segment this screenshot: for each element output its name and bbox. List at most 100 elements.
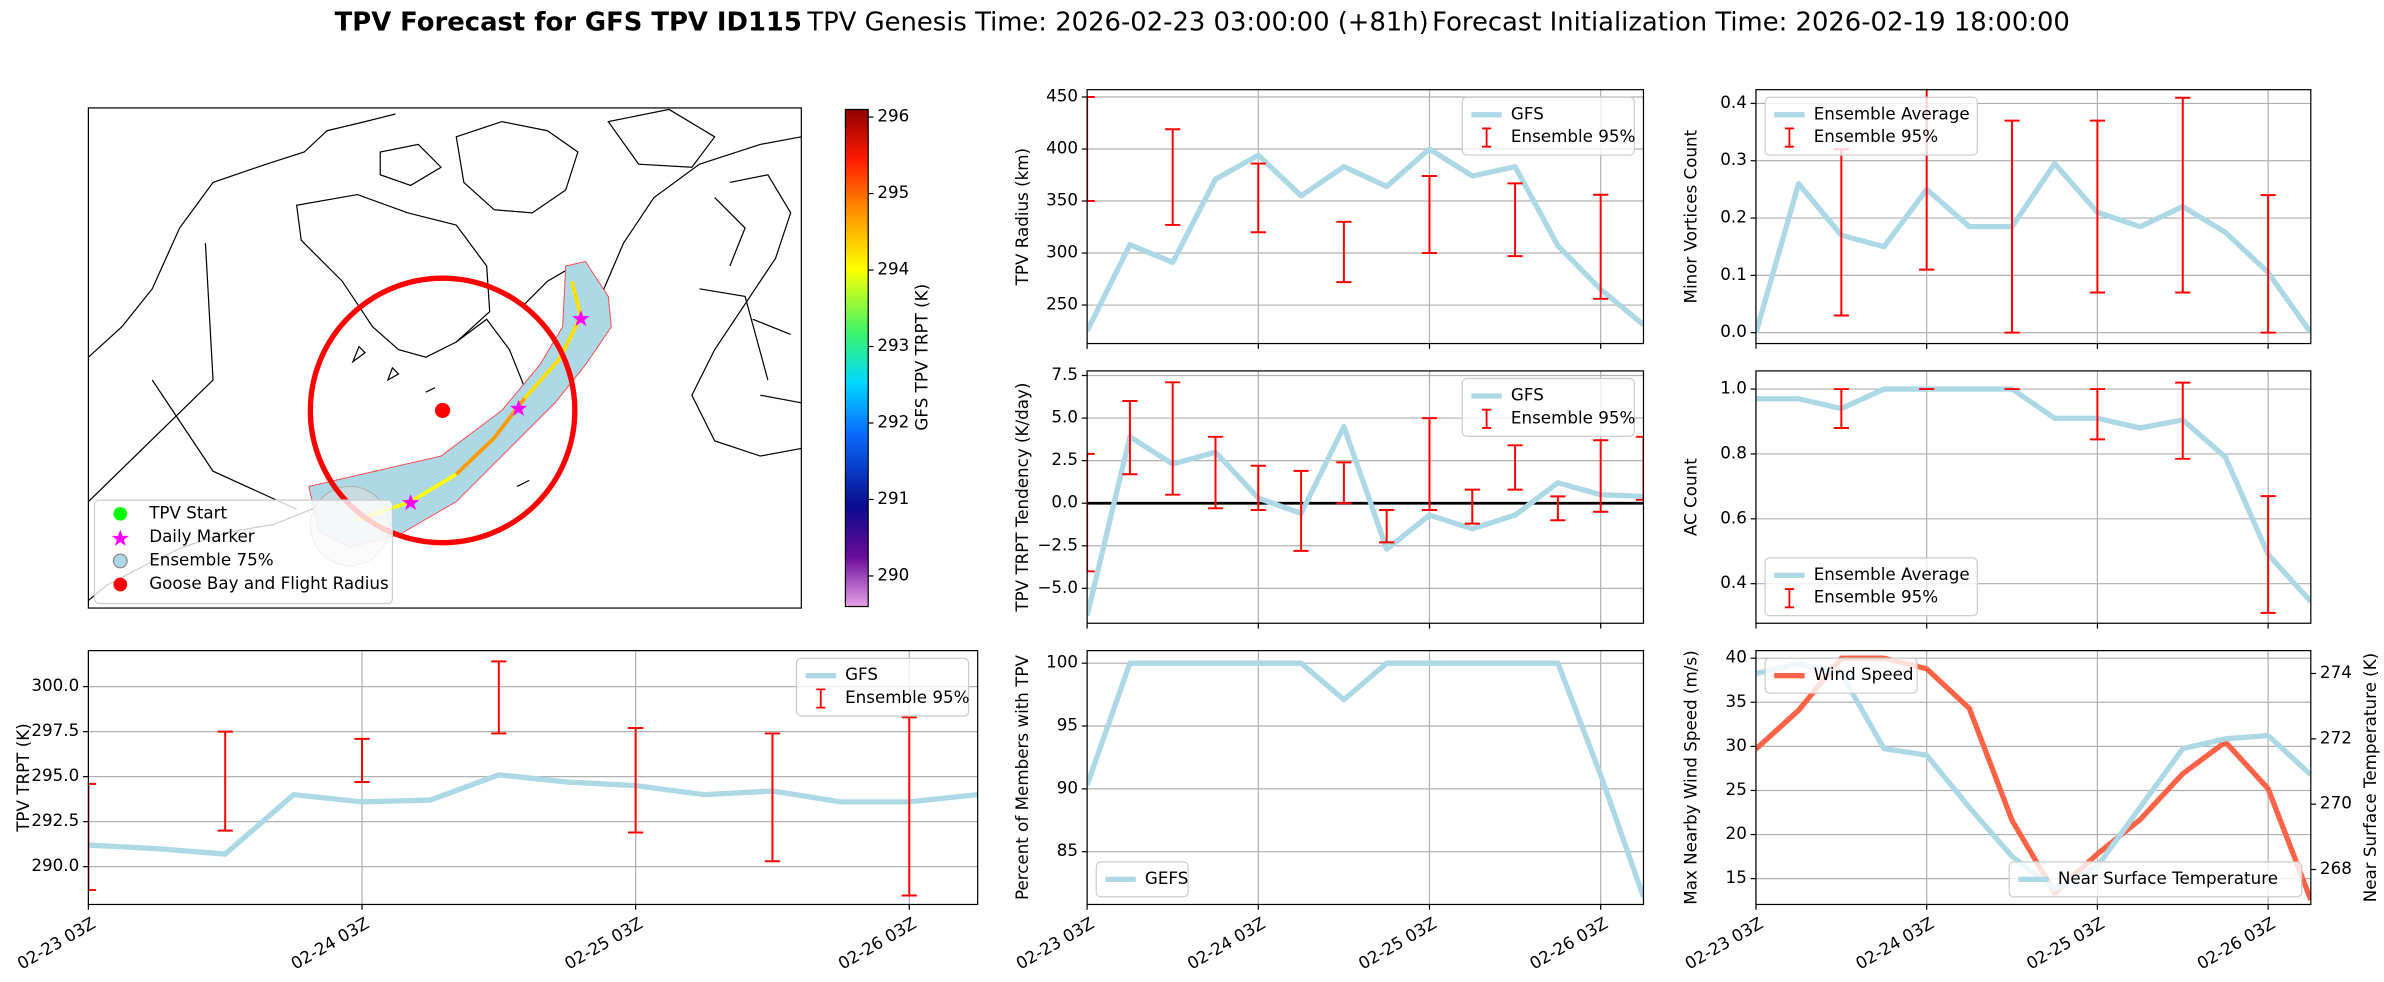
legend-label: GFS [845,664,878,684]
legend-label: Ensemble 95% [1814,587,1938,607]
legend-frame [1764,657,1918,694]
goose-bay [434,402,451,419]
colorbar-tick-label: 292 [877,411,909,431]
axes-frame [87,650,979,906]
error-bar [88,782,96,892]
legend-frame [1461,377,1635,437]
y-tick-label: 90 [1057,777,1078,797]
error-bar [2175,381,2191,460]
series-line [88,772,978,857]
error-bar [217,730,233,832]
y-tick-label: 95 [1057,715,1078,735]
legend-label: Ensemble 95% [1814,126,1938,146]
series-line [1087,146,1644,333]
y-tick-label: 290.0 [31,855,79,875]
legend-label: Ensemble 95% [845,687,969,707]
y-tick-label: −2.5 [1037,534,1078,554]
coast [295,193,491,358]
error-bar [1550,495,1566,522]
y2-tick-label: 268 [2320,858,2352,878]
series-line [1087,423,1644,617]
legend-label: Ensemble 75% [149,549,273,569]
y-axis-label: TPV TRPT Tendency (K/day) [1012,383,1032,613]
axes-frame [1086,370,1645,624]
legend-swatch [1784,588,1794,609]
y-tick-label: 295.0 [31,765,79,785]
y-tick-label: 85 [1057,840,1078,860]
y-axis-label: Max Nearby Wind Speed (m/s) [1681,650,1701,904]
colorbar-tick-label: 296 [877,106,909,126]
legend-label: GEFS [1145,868,1188,888]
y-axis-label: AC Count [1681,458,1701,536]
legend-swatch [1482,127,1492,148]
y-tick-label: 100 [1046,652,1078,672]
colorbar-tick-label: 291 [877,488,909,508]
colorbar-tick-label: 294 [877,259,909,279]
legend-label: Ensemble 95% [1511,407,1635,427]
y-tick-label: 300 [1046,242,1078,262]
error-bar [1165,128,1181,226]
error-bar [628,727,644,834]
axes-frame [1755,370,2312,624]
axes-frame [1086,650,1645,906]
legend-swatch [816,688,826,709]
legend-frame [2008,861,2303,898]
error-bar [1593,439,1609,513]
legend-label: Near Surface Temperature [2058,868,2278,888]
plot-area [88,660,978,897]
legend-marker [113,506,128,521]
y-tick-label: 7.5 [1051,364,1078,384]
title-genesis: TPV Genesis Time: 2026-02-23 03:00:00 (+… [806,7,1428,37]
error-bar [2260,495,2276,614]
error-bar [1464,488,1480,525]
coast [379,143,443,187]
border [699,197,802,404]
y-tick-label: 0.0 [1051,492,1078,512]
colorbar-tick-label: 290 [877,564,909,584]
error-bar [1379,509,1395,544]
error-bar [491,660,507,735]
y-tick-label: 297.5 [31,720,79,740]
colorbar-tick-label: 295 [877,182,909,202]
legend-marker [111,529,129,546]
legend-label: TPV Start [148,502,227,522]
legend-frame [93,499,394,605]
y-tick-label: 30 [1726,735,1747,755]
legend-label: Ensemble Average [1814,564,1970,584]
legend-label: Ensemble Average [1814,103,1970,123]
y-axis-label: Percent of Members with TPV [1012,655,1032,901]
y-tick-label: 15 [1726,867,1747,887]
error-bar [1250,162,1266,234]
error-bar [1507,444,1523,491]
colorbar [844,108,869,608]
error-bar [1507,182,1523,258]
y-axis-label: TPV TRPT (K) [13,723,33,833]
y2-tick-label: 270 [2320,793,2352,813]
plot-area [1087,381,1644,617]
axes-frame [1755,650,2312,906]
y-tick-label: 0.3 [1720,149,1747,169]
y-tick-label: 0.0 [1720,321,1747,341]
y-axis-label: TPV Radius (km) [1012,148,1032,286]
error-bar [1635,435,1644,501]
legend-label: Daily Marker [149,526,255,546]
error-bar [1250,464,1266,512]
coast [351,345,530,487]
y-tick-label: 0.1 [1720,264,1747,284]
error-bar [1165,381,1181,496]
error-bar [1336,461,1352,505]
flight-radius [307,275,578,546]
y-tick-label: 400 [1046,137,1078,157]
y-tick-label: 350 [1046,190,1078,210]
y-tick-label: 0.6 [1720,507,1747,527]
error-bar [354,737,370,784]
legend-frame [1764,557,1978,617]
error-bar [1122,400,1138,476]
axes-frame [1755,89,2312,345]
legend-label: Goose Bay and Flight Radius [149,573,388,593]
y-axis-label: Minor Vortices Count [1681,129,1701,303]
legend-swatch [1784,127,1794,148]
coast [455,120,579,214]
coast [691,174,802,457]
